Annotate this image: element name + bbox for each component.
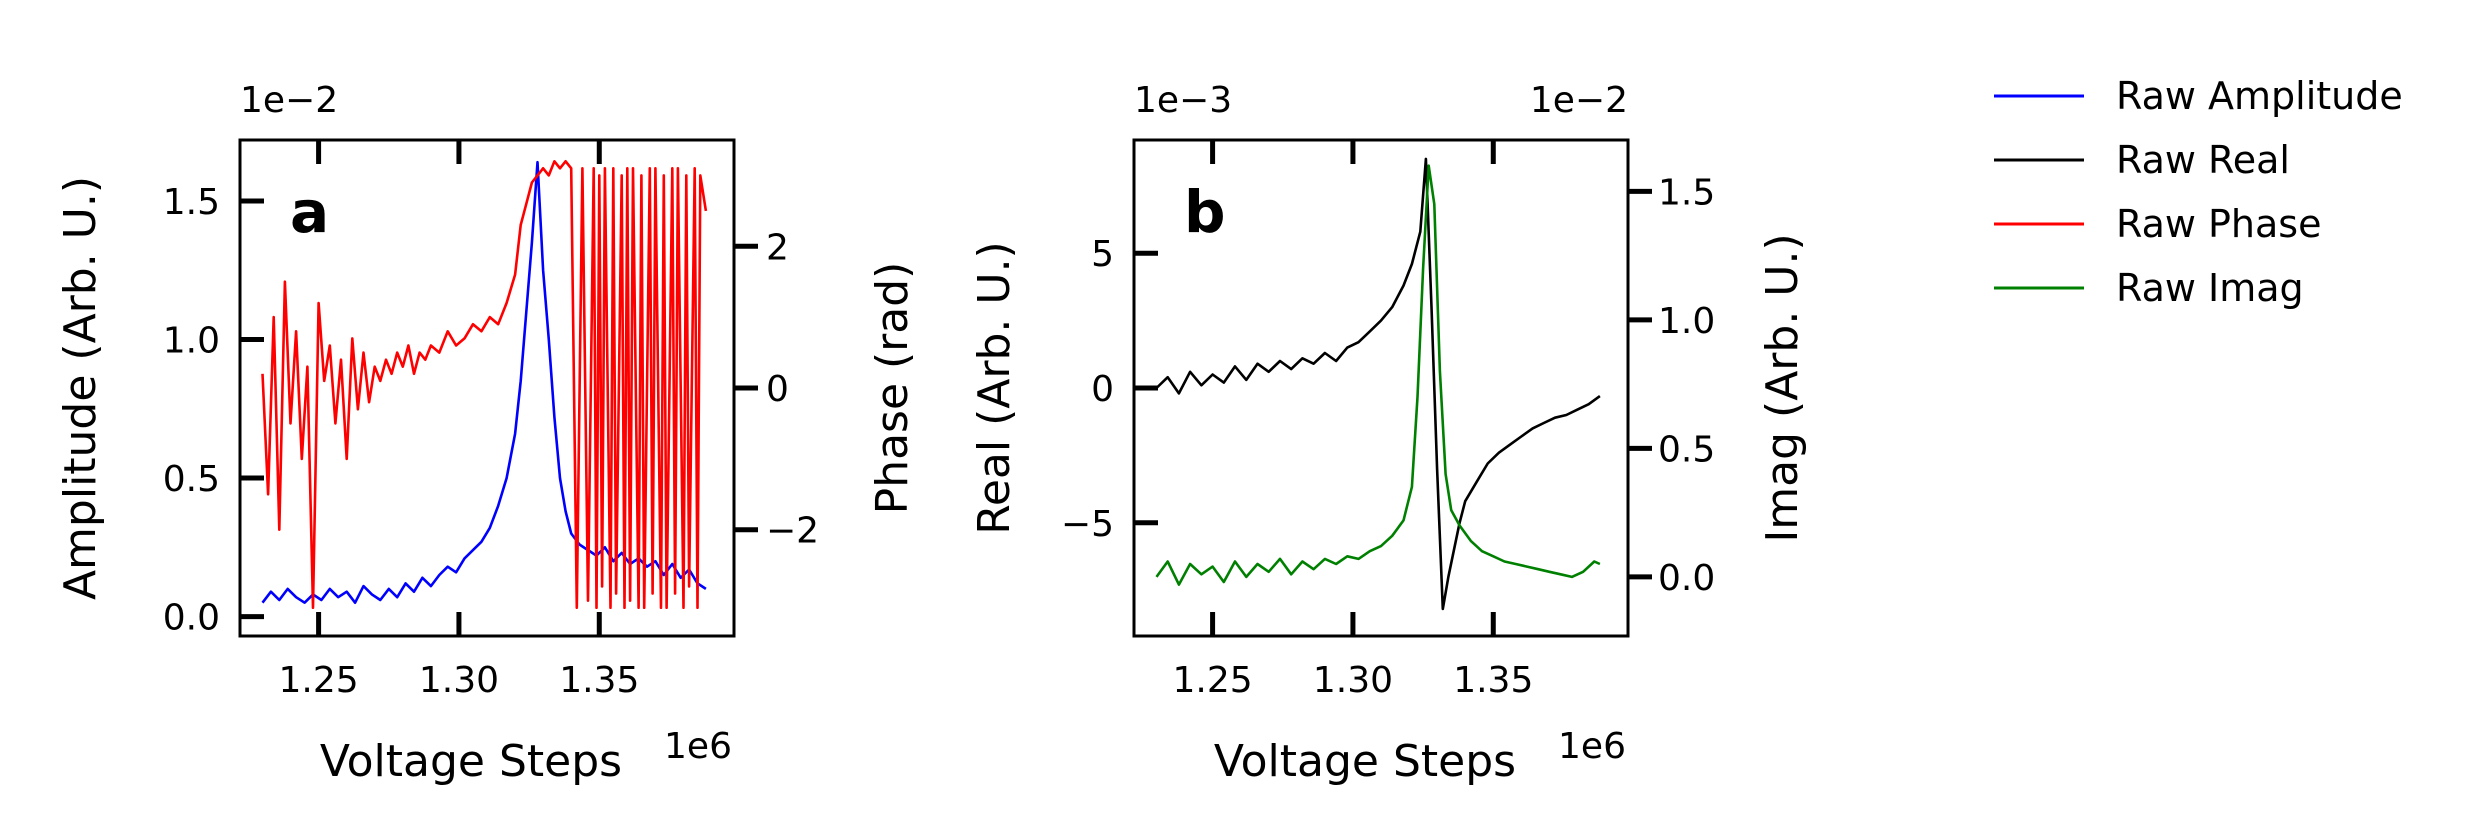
legend-label: Raw Imag bbox=[2116, 266, 2304, 310]
right-y-tick-label: 2 bbox=[766, 227, 789, 268]
left-y-tick-label: 0.0 bbox=[163, 598, 220, 639]
x-tick-label: 1.35 bbox=[1453, 660, 1533, 701]
right-offset-label: 1e−2 bbox=[1530, 80, 1628, 121]
legend-label: Raw Phase bbox=[2116, 202, 2321, 246]
right-y-tick-label: 0 bbox=[766, 369, 789, 410]
series-line-raw-imag bbox=[1155, 164, 1601, 586]
left-y-tick-label: 1.5 bbox=[163, 182, 220, 223]
left-y-tick-label: 1.0 bbox=[163, 321, 220, 362]
right-y-axis-label: Imag (Arb. U.) bbox=[1757, 233, 1808, 542]
series-line-raw-phase bbox=[261, 160, 708, 610]
x-tick-label: 1.25 bbox=[279, 660, 359, 701]
right-y-axis-label: Phase (rad) bbox=[867, 262, 918, 515]
x-axis-label: Voltage Steps bbox=[320, 736, 622, 787]
left-offset-label: 1e−3 bbox=[1134, 80, 1232, 121]
left-offset-label: 1e−2 bbox=[240, 80, 338, 121]
x-offset-label: 1e6 bbox=[1558, 726, 1626, 767]
right-y-tick-label: −2 bbox=[766, 511, 819, 552]
right-y-tick-label: 0.5 bbox=[1658, 429, 1715, 470]
right-y-tick-label: 1.0 bbox=[1658, 301, 1715, 342]
series-line-raw-amplitude bbox=[261, 160, 707, 605]
left-y-tick-label: 0 bbox=[1091, 369, 1114, 410]
x-axis-label: Voltage Steps bbox=[1214, 736, 1516, 787]
panel-letter: a bbox=[290, 178, 329, 246]
left-y-tick-label: 5 bbox=[1091, 234, 1114, 275]
x-tick-label: 1.25 bbox=[1173, 660, 1253, 701]
x-tick-label: 1.30 bbox=[419, 660, 499, 701]
x-tick-label: 1.30 bbox=[1313, 660, 1393, 701]
x-tick-label: 1.35 bbox=[559, 660, 639, 701]
x-offset-label: 1e6 bbox=[664, 726, 732, 767]
left-y-axis-label: Amplitude (Arb. U.) bbox=[55, 176, 106, 600]
right-y-tick-label: 0.0 bbox=[1658, 558, 1715, 599]
left-y-tick-label: −5 bbox=[1061, 504, 1114, 545]
right-y-tick-label: 1.5 bbox=[1658, 172, 1715, 213]
legend-label: Raw Amplitude bbox=[2116, 74, 2403, 118]
panel-b: 1.25 1.30 1.35 −5 0 5 0.0 0.5 1.0 1.5 Voltage Step… bbox=[969, 80, 1808, 787]
legend-label: Raw Real bbox=[2116, 138, 2290, 182]
panel-letter: b bbox=[1184, 178, 1226, 246]
left-y-axis-label: Real (Arb. U.) bbox=[969, 241, 1020, 534]
series-line-raw-real bbox=[1155, 157, 1601, 611]
panel-a: 1.25 1.30 1.35 0.0 0.5 1.0 1.5 −2 0 2 Voltage Step… bbox=[55, 80, 918, 787]
legend: Raw Amplitude Raw Real Raw Phase Raw Imag bbox=[1994, 74, 2403, 310]
left-y-tick-label: 0.5 bbox=[163, 459, 220, 500]
